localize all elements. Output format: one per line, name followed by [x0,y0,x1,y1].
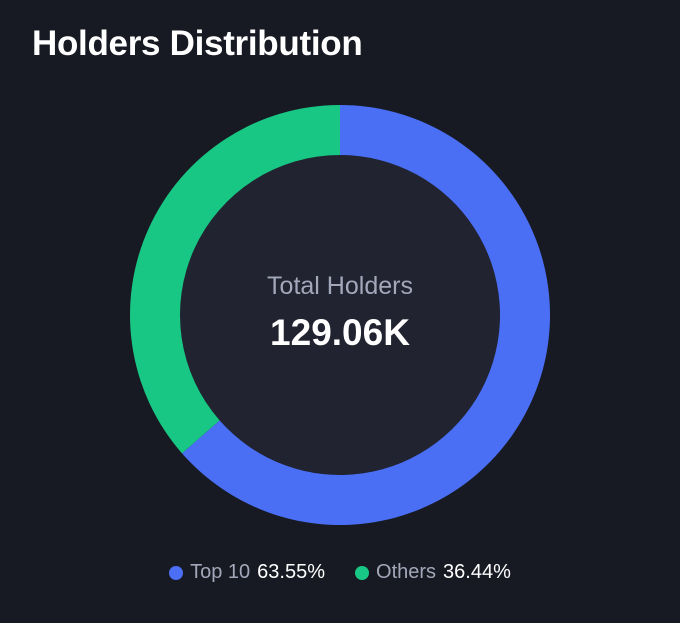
legend-dot-others [355,565,370,580]
legend-item-others: Others 36.44% [355,561,511,584]
total-holders-value: 129.06K [270,312,410,353]
legend-label-others: Others [376,561,437,583]
page-title: Holders Distribution [32,24,363,63]
donut-slices [130,105,551,525]
donut-slice-top10 [181,105,551,525]
legend-value-others: 36.44% [443,561,511,583]
legend-label-top10: Top 10 [190,561,251,583]
legend-dot-top10 [169,565,184,580]
donut-center-disc [180,155,500,475]
donut-slice-others [130,105,340,454]
total-holders-label: Total Holders [267,272,413,300]
legend-item-top10: Top 10 63.55% [169,561,325,584]
legend-value-top10: 63.55% [257,561,326,583]
chart-legend: Top 10 63.55% Others 36.44% [0,561,680,584]
